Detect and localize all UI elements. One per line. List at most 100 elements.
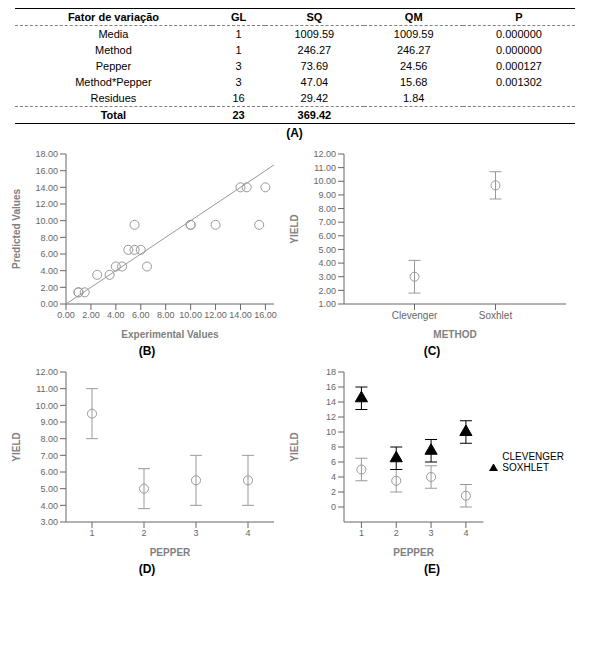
svg-text:12.00: 12.00 — [204, 310, 227, 320]
html-text:246.27: 246.27 — [297, 44, 332, 56]
html-text:(A): (A) — [286, 126, 303, 140]
html-text:0.000127: 0.000127 — [496, 60, 542, 72]
svg-text:12.00: 12.00 — [35, 367, 58, 377]
svg-text:16: 16 — [326, 382, 336, 392]
svg-text:1: 1 — [89, 528, 94, 538]
svg-text:14: 14 — [326, 397, 336, 407]
svg-text:9.00: 9.00 — [40, 417, 58, 427]
svg-text:6.00: 6.00 — [132, 310, 150, 320]
svg-text:8.00: 8.00 — [157, 310, 175, 320]
html-text:(C): (C) — [423, 344, 441, 358]
svg-text:8.00: 8.00 — [318, 204, 336, 214]
svg-text:18: 18 — [326, 367, 336, 377]
svg-text:7.00: 7.00 — [318, 217, 336, 227]
html-text:Pepper: Pepper — [95, 60, 132, 72]
html-text:Fator de variação: Fator de variação — [67, 11, 159, 23]
html-text:Method: Method — [95, 44, 132, 56]
svg-text:6: 6 — [331, 457, 336, 467]
svg-text:2: 2 — [394, 528, 399, 538]
html-text:16: 16 — [232, 92, 245, 104]
svg-text:11.00: 11.00 — [314, 163, 336, 173]
svg-text:9.00: 9.00 — [318, 190, 336, 200]
svg-text:8.00: 8.00 — [40, 434, 58, 444]
svg-text:10.00: 10.00 — [313, 176, 336, 186]
html-text:SQ: SQ — [306, 11, 323, 23]
svg-text:4: 4 — [463, 528, 468, 538]
html-text:47.04: 47.04 — [300, 76, 329, 88]
svg-text:3.00: 3.00 — [318, 272, 336, 282]
svg-text:YIELD: YIELD — [11, 432, 22, 461]
svg-text:4.00: 4.00 — [107, 310, 125, 320]
html-text:Method*Pepper: Method*Pepper — [75, 76, 152, 88]
svg-text:2: 2 — [331, 487, 336, 497]
svg-text:3: 3 — [429, 528, 434, 538]
svg-text:4: 4 — [245, 528, 250, 538]
svg-text:14.00: 14.00 — [229, 310, 252, 320]
html-text:246.27: 246.27 — [396, 44, 431, 56]
svg-text:2.00: 2.00 — [318, 286, 336, 296]
svg-text:12: 12 — [326, 412, 336, 422]
svg-text:10.00: 10.00 — [35, 216, 58, 226]
svg-text:6.00: 6.00 — [40, 249, 58, 259]
svg-text:Soxhlet: Soxhlet — [479, 310, 513, 321]
svg-text:0.00: 0.00 — [40, 299, 58, 309]
svg-text:5.00: 5.00 — [318, 245, 336, 255]
html-text:0.000000: 0.000000 — [496, 44, 542, 56]
svg-text:0.00: 0.00 — [57, 310, 75, 320]
html-text:0.000000: 0.000000 — [496, 28, 542, 40]
svg-text:16.00: 16.00 — [35, 166, 58, 176]
html-text:Total: Total — [100, 109, 127, 121]
svg-text:3: 3 — [193, 528, 198, 538]
html-text:23: 23 — [232, 109, 245, 121]
svg-text:PEPPER: PEPPER — [150, 547, 191, 558]
svg-text:4.00: 4.00 — [318, 258, 336, 268]
html-text:GL: GL — [230, 11, 247, 23]
svg-text:2: 2 — [141, 528, 146, 538]
svg-text:1.00: 1.00 — [318, 299, 336, 309]
svg-text:4: 4 — [331, 472, 336, 482]
svg-text:16.00: 16.00 — [254, 310, 277, 320]
svg-text:12.00: 12.00 — [313, 149, 336, 159]
html-text:(B): (B) — [138, 344, 156, 358]
svg-text:4.00: 4.00 — [40, 501, 58, 511]
svg-text:Experimental Values: Experimental Values — [121, 329, 219, 340]
html-text:1009.59: 1009.59 — [393, 28, 434, 40]
svg-text:4.00: 4.00 — [40, 266, 58, 276]
svg-text:YIELD: YIELD — [289, 432, 300, 461]
svg-text:8.00: 8.00 — [40, 233, 58, 243]
svg-text:2.00: 2.00 — [40, 283, 58, 293]
html-text:24.56: 24.56 — [399, 60, 428, 72]
html-text:1009.59: 1009.59 — [294, 28, 335, 40]
svg-text:18.00: 18.00 — [35, 149, 58, 159]
svg-text:10.00: 10.00 — [179, 310, 202, 320]
html-text:29.42: 29.42 — [300, 92, 329, 104]
svg-text:10.00: 10.00 — [35, 401, 58, 411]
svg-text:10: 10 — [326, 427, 336, 437]
svg-text:Predicted Values: Predicted Values — [11, 189, 22, 269]
svg-text:12.00: 12.00 — [35, 199, 58, 209]
svg-text:0: 0 — [331, 502, 336, 512]
svg-text:METHOD: METHOD — [433, 329, 476, 340]
html-text:(D): (D) — [138, 562, 156, 576]
html-text:QM: QM — [404, 11, 423, 23]
svg-text:3.00: 3.00 — [40, 517, 58, 527]
svg-text:6.00: 6.00 — [40, 467, 58, 477]
svg-text:6.00: 6.00 — [318, 231, 336, 241]
svg-text:PEPPER: PEPPER — [393, 547, 434, 558]
html-text:73.69: 73.69 — [300, 60, 329, 72]
svg-text:Clevenger: Clevenger — [392, 310, 438, 321]
html-text:(E): (E) — [424, 562, 440, 576]
html-text:1.84: 1.84 — [403, 92, 425, 104]
svg-text:2.00: 2.00 — [82, 310, 100, 320]
svg-text:14.00: 14.00 — [35, 183, 58, 193]
html-text:Residues: Residues — [90, 92, 137, 104]
svg-text:YIELD: YIELD — [289, 214, 300, 243]
html-text:15.68: 15.68 — [399, 76, 428, 88]
html-text:Media: Media — [98, 28, 129, 40]
svg-text:1: 1 — [359, 528, 364, 538]
svg-text:5.00: 5.00 — [40, 484, 58, 494]
svg-text:7.00: 7.00 — [40, 451, 58, 461]
svg-text:11.00: 11.00 — [36, 384, 58, 394]
svg-text:8: 8 — [331, 442, 336, 452]
html-text:0.001302: 0.001302 — [496, 76, 542, 88]
